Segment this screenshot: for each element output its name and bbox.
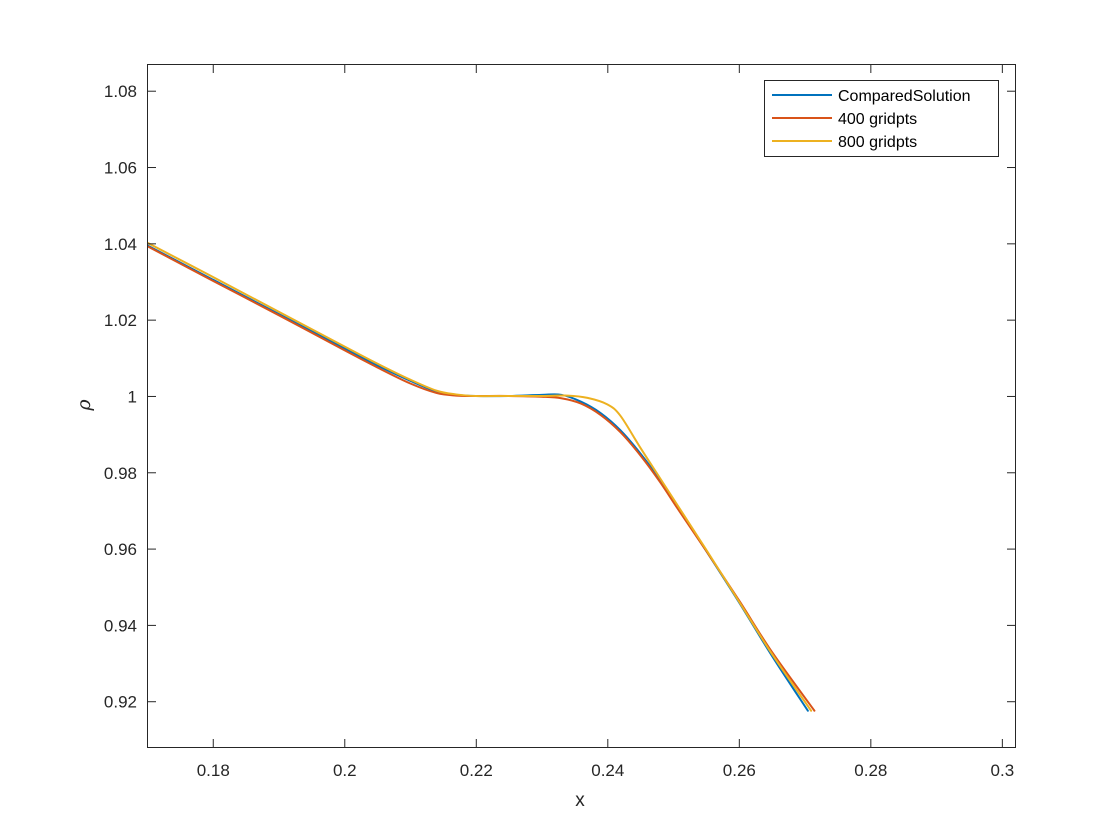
x-tick-label: 0.22 [460,761,493,780]
x-tick-label: 0.26 [723,761,756,780]
y-axis: 0.92 0.94 0.96 0.98 1 1.02 1.04 1.06 1.08 [104,82,1016,712]
x-tick-label: 0.18 [197,761,230,780]
y-tick-label: 0.92 [104,693,137,712]
x-tick-label: 0.28 [854,761,887,780]
x-axis: 0.18 0.2 0.22 0.24 0.26 0.28 0.3 [197,64,1015,780]
y-tick-label: 1.06 [104,159,137,178]
y-tick-label: 1 [128,387,137,406]
x-axis-title: x [575,790,585,811]
plot-area-background [147,64,1015,747]
series-layer [147,241,816,712]
y-tick-label: 1.02 [104,311,137,330]
legend-label-400-gridpts: 400 gridpts [838,111,917,128]
legend-label-800-gridpts: 800 gridpts [838,134,917,151]
y-axis-title: ρ [73,399,95,412]
y-tick-label: 0.94 [104,616,137,635]
y-tick-label: 1.08 [104,82,137,101]
y-tick-label: 0.98 [104,464,137,483]
series-line-800-gridpts [147,241,813,712]
x-tick-label: 0.3 [991,761,1015,780]
series-line-400-gridpts [147,245,816,712]
x-tick-label: 0.2 [333,761,357,780]
x-tick-label: 0.24 [591,761,624,780]
legend-label-comparedsolution: ComparedSolution [838,88,971,105]
legend[interactable]: ComparedSolution 400 gridpts 800 gridpts [764,80,999,157]
axes-box [147,64,1016,748]
y-tick-label: 1.04 [104,235,137,254]
y-tick-label: 0.96 [104,540,137,559]
